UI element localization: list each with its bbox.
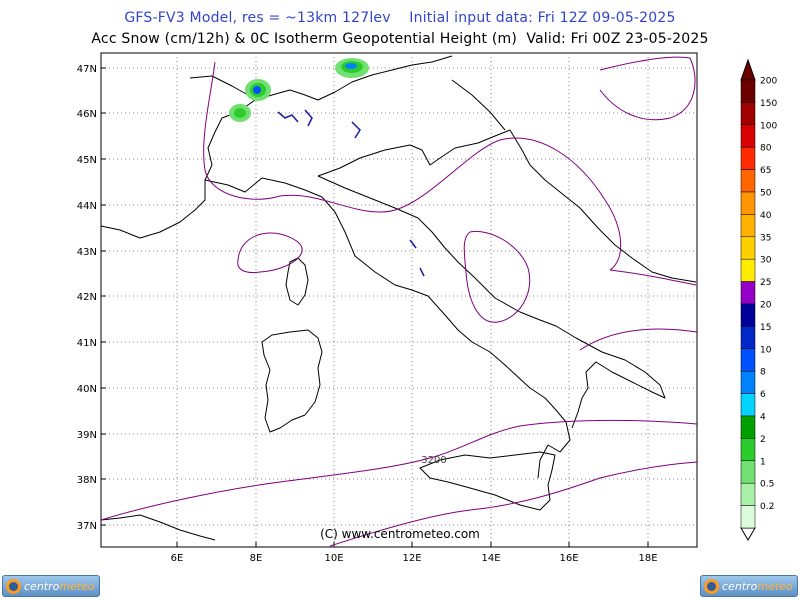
- lat-label: 44N: [77, 201, 97, 212]
- legend-arrow-bottom: [740, 527, 756, 541]
- lon-label: 12E: [402, 553, 421, 564]
- logo-icon: [6, 578, 21, 594]
- lat-label: 39N: [77, 430, 97, 441]
- legend-color-box: [740, 258, 756, 282]
- lat-label: 45N: [77, 155, 97, 166]
- legend-label: 0.2: [760, 502, 774, 512]
- lon-label: 10E: [324, 553, 343, 564]
- lat-label: 41N: [77, 338, 97, 349]
- legend-arrow-top: [740, 58, 756, 81]
- lat-label: 47N: [77, 64, 97, 75]
- legend-label: 8: [760, 368, 766, 378]
- legend-color-box: [740, 169, 756, 193]
- lat-label: 46N: [77, 109, 97, 120]
- legend-label: 2: [760, 435, 766, 445]
- legend-color-box: [740, 460, 756, 484]
- lat-label: 42N: [77, 292, 97, 303]
- lon-label: 16E: [559, 553, 578, 564]
- lon-label: 8E: [250, 553, 263, 564]
- legend-color-box: [740, 326, 756, 350]
- lon-label: 6E: [171, 553, 184, 564]
- axis-ticks: [101, 67, 649, 547]
- lat-label: 40N: [77, 384, 97, 395]
- legend-color-box: [740, 79, 756, 103]
- logo-text-white: centro: [24, 579, 60, 593]
- latitude-labels: 47N 46N 45N 44N 43N 42N 41N 40N 39N 38N …: [77, 64, 97, 532]
- map-frame: [100, 52, 698, 548]
- contour-label: 3200: [421, 455, 446, 466]
- copyright-text: (C) www.centrometeo.com: [320, 527, 480, 541]
- legend-color-box: [740, 370, 756, 394]
- longitude-labels: 6E 8E 10E 12E 14E 16E 18E: [171, 553, 658, 564]
- legend-color-box: [740, 146, 756, 170]
- lon-label: 18E: [638, 553, 657, 564]
- legend-color-box: [740, 348, 756, 372]
- legend-color-box: [740, 505, 756, 529]
- legend-color-box: [740, 415, 756, 439]
- legend-color-box: [740, 281, 756, 305]
- snow-legend: 200 150 100 80 65 50 40 35 30 25 20 15 10 8 6 4 2 1 0.5 0.2: [740, 58, 777, 541]
- legend-label: 150: [760, 99, 777, 109]
- logo-icon: [704, 578, 719, 594]
- legend-color-box: [740, 102, 756, 126]
- lon-label: 14E: [481, 553, 500, 564]
- centrometeo-logo-left[interactable]: centrometeo: [2, 575, 100, 597]
- title-model-info: GFS-FV3 Model, res = ~13km 127lev Initia…: [124, 10, 676, 26]
- isotherm-contours: [100, 56, 698, 547]
- legend-label: 200: [760, 77, 777, 87]
- legend-color-box: [740, 438, 756, 462]
- snow-patches: [229, 58, 369, 122]
- title-field-info: Acc Snow (cm/12h) & 0C Isotherm Geopoten…: [91, 31, 709, 47]
- legend-color-box: [740, 303, 756, 327]
- centrometeo-logo-right[interactable]: centrometeo: [700, 575, 798, 597]
- legend-label: 30: [760, 256, 772, 266]
- logo-text-orange: meteo: [59, 579, 95, 593]
- lakes: [277, 109, 425, 277]
- legend-label: 10: [760, 345, 772, 355]
- legend-label: 35: [760, 233, 771, 243]
- legend-label: 0.5: [760, 480, 774, 490]
- legend-label: 65: [760, 166, 771, 176]
- legend-color-box: [740, 191, 756, 215]
- legend-label: 1: [760, 457, 766, 467]
- lat-label: 37N: [77, 521, 97, 532]
- legend-color-box: [740, 236, 756, 260]
- logo-text-white: centro: [722, 579, 758, 593]
- logo-text-orange: meteo: [757, 579, 793, 593]
- legend-label: 80: [760, 144, 772, 154]
- legend-label: 50: [760, 189, 772, 199]
- legend-color-box: [740, 482, 756, 506]
- legend-label: 20: [760, 301, 772, 311]
- legend-label: 100: [760, 121, 777, 131]
- legend-label: 25: [760, 278, 771, 288]
- legend-color-box: [740, 214, 756, 238]
- lat-label: 38N: [77, 475, 97, 486]
- legend-label: 6: [760, 390, 766, 400]
- legend-label: 4: [760, 413, 766, 423]
- legend-color-box: [740, 393, 756, 417]
- lat-label: 43N: [77, 247, 97, 258]
- legend-label: 40: [760, 211, 772, 221]
- legend-color-box: [740, 124, 756, 148]
- legend-label: 15: [760, 323, 771, 333]
